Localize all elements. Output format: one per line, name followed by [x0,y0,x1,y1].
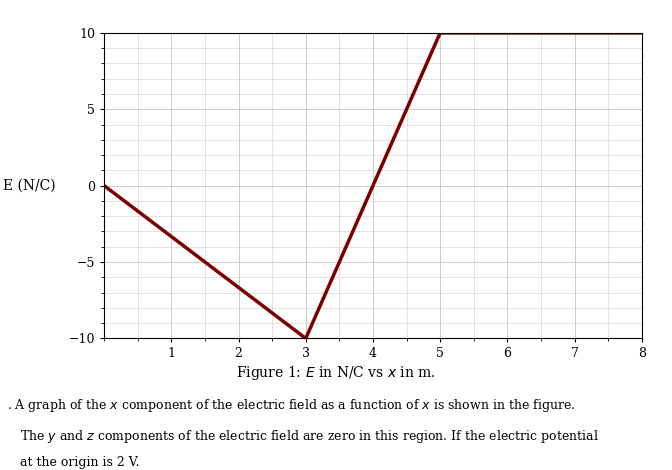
Text: . A graph of the $\it{x}$ component of the electric field as a function of $\it{: . A graph of the $\it{x}$ component of t… [7,397,575,414]
Text: Figure 1: $\it{E}$ in N/C vs $\it{x}$ in m.: Figure 1: $\it{E}$ in N/C vs $\it{x}$ in… [236,364,436,382]
Y-axis label: E (N/C): E (N/C) [3,179,56,193]
Text: at the origin is 2 V.: at the origin is 2 V. [20,456,140,469]
Text: The $\it{y}$ and $\it{z}$ components of the electric field are zero in this regi: The $\it{y}$ and $\it{z}$ components of … [20,428,599,445]
